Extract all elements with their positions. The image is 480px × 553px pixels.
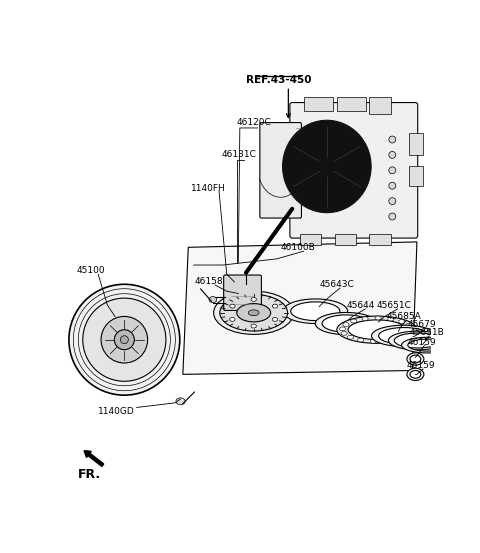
Ellipse shape [379, 327, 429, 344]
Polygon shape [183, 242, 417, 374]
Ellipse shape [407, 368, 424, 380]
Ellipse shape [410, 371, 421, 378]
Ellipse shape [69, 284, 180, 395]
FancyBboxPatch shape [260, 123, 301, 218]
Ellipse shape [389, 182, 396, 189]
Ellipse shape [337, 316, 417, 343]
Text: 1140FH: 1140FH [191, 184, 225, 192]
Ellipse shape [315, 312, 377, 335]
Ellipse shape [410, 355, 421, 363]
Ellipse shape [120, 336, 128, 344]
Ellipse shape [343, 322, 349, 326]
Ellipse shape [394, 333, 441, 348]
Ellipse shape [101, 316, 148, 363]
Ellipse shape [389, 167, 396, 174]
Bar [337, 97, 366, 111]
Ellipse shape [389, 136, 396, 143]
Ellipse shape [283, 120, 371, 213]
Ellipse shape [389, 213, 396, 220]
Ellipse shape [248, 310, 259, 316]
Ellipse shape [176, 398, 185, 405]
FancyBboxPatch shape [290, 102, 418, 238]
Ellipse shape [404, 333, 410, 337]
Ellipse shape [384, 339, 389, 343]
Ellipse shape [370, 340, 376, 343]
Ellipse shape [362, 317, 368, 321]
Text: 46100B: 46100B [281, 243, 315, 252]
Bar [335, 234, 356, 245]
Ellipse shape [372, 325, 436, 347]
Ellipse shape [291, 302, 340, 321]
Ellipse shape [351, 319, 357, 323]
Ellipse shape [339, 327, 346, 331]
Ellipse shape [348, 320, 406, 340]
Text: 45679: 45679 [408, 320, 436, 329]
Text: 45651B: 45651B [409, 327, 444, 337]
Ellipse shape [83, 298, 166, 381]
Ellipse shape [398, 320, 405, 324]
Text: 46159: 46159 [406, 361, 435, 369]
Text: REF.43-450: REF.43-450 [246, 75, 311, 85]
Text: 45100: 45100 [77, 266, 105, 275]
Text: 46120C: 46120C [237, 118, 272, 127]
Ellipse shape [229, 304, 235, 308]
Ellipse shape [407, 353, 424, 365]
Text: 45643C: 45643C [319, 280, 354, 289]
Ellipse shape [283, 299, 348, 324]
Ellipse shape [389, 197, 396, 205]
Text: 45651C: 45651C [377, 301, 412, 310]
Ellipse shape [341, 331, 347, 335]
Ellipse shape [389, 152, 396, 158]
Ellipse shape [408, 328, 414, 332]
Ellipse shape [272, 317, 278, 321]
Text: 45644: 45644 [346, 301, 374, 310]
Ellipse shape [348, 335, 354, 339]
Text: 1140GD: 1140GD [98, 407, 135, 416]
Bar [409, 133, 423, 155]
Ellipse shape [214, 291, 294, 335]
Text: 45685A: 45685A [386, 312, 421, 321]
Text: 46158: 46158 [194, 278, 223, 286]
Ellipse shape [251, 298, 256, 301]
Bar [304, 97, 333, 111]
Ellipse shape [322, 315, 370, 332]
Ellipse shape [229, 317, 235, 321]
Polygon shape [402, 337, 452, 353]
FancyBboxPatch shape [224, 275, 262, 310]
Ellipse shape [406, 324, 412, 327]
Text: 46131C: 46131C [221, 150, 256, 159]
Ellipse shape [395, 337, 401, 341]
Bar [369, 234, 391, 245]
Ellipse shape [375, 316, 381, 320]
Ellipse shape [358, 338, 364, 342]
Ellipse shape [408, 330, 414, 333]
FancyArrow shape [84, 451, 104, 466]
Ellipse shape [209, 296, 217, 302]
Bar [300, 234, 322, 245]
Text: 46159: 46159 [408, 337, 436, 347]
Ellipse shape [237, 304, 271, 322]
Ellipse shape [388, 317, 394, 321]
Ellipse shape [251, 324, 256, 328]
Ellipse shape [220, 294, 288, 331]
Ellipse shape [272, 304, 278, 308]
Bar [369, 97, 391, 114]
Text: FR.: FR. [78, 468, 101, 481]
Ellipse shape [114, 330, 134, 349]
Ellipse shape [388, 331, 447, 350]
Bar [409, 166, 423, 186]
